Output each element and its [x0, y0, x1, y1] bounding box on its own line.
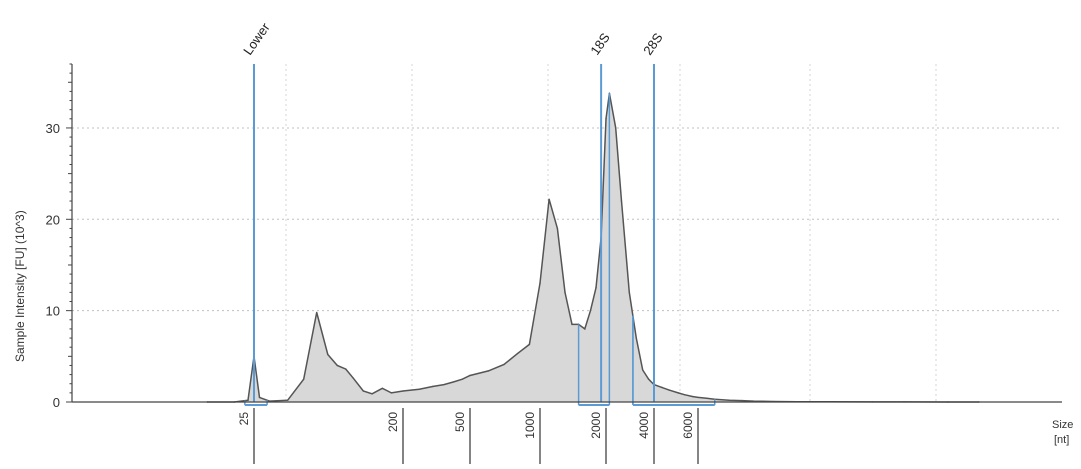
- marker-label: Lower: [240, 20, 273, 58]
- data-point: [247, 399, 249, 401]
- data-point: [668, 389, 670, 391]
- ladder-label: 500: [453, 412, 467, 432]
- data-point: [418, 388, 421, 390]
- data-point: [589, 309, 592, 312]
- x-axis-label: Size: [1052, 419, 1073, 431]
- data-point: [452, 381, 455, 383]
- marker-label: 28S: [640, 30, 666, 58]
- data-point: [677, 392, 679, 394]
- peak-region: [577, 93, 611, 406]
- data-point: [697, 396, 699, 399]
- data-point: [691, 395, 694, 398]
- axes: 0 10 20 30: [46, 63, 1062, 410]
- data-point: [620, 200, 623, 202]
- ladder-label: 2000: [589, 412, 603, 439]
- data-point: [302, 378, 305, 380]
- data-point: [461, 378, 463, 380]
- grid: [72, 64, 1062, 402]
- data-point: [605, 118, 607, 120]
- peak-regions: [244, 93, 716, 406]
- data-point: [345, 368, 347, 370]
- peak-markers: Lower 18S 28S: [240, 20, 666, 402]
- data-point: [548, 198, 550, 200]
- y-tick-label: 10: [46, 304, 60, 319]
- data-point: [336, 364, 339, 367]
- data-point: [595, 287, 597, 289]
- data-point: [327, 353, 329, 356]
- data-point: [705, 397, 708, 400]
- data-point: [516, 352, 519, 355]
- ladder-label: 4000: [637, 412, 651, 439]
- marker-label: 18S: [587, 30, 613, 58]
- data-point: [316, 311, 318, 314]
- data-point: [286, 399, 289, 401]
- x-axis-unit: [nt]: [1054, 434, 1069, 446]
- ladder-scale: 25 200 500 1000 2000 4000 6000: [237, 408, 699, 464]
- data-point: [564, 291, 566, 294]
- data-point: [443, 383, 445, 386]
- data-point: [362, 390, 365, 392]
- data-point: [528, 343, 531, 346]
- data-point: [431, 385, 434, 388]
- data-point: [683, 393, 686, 396]
- y-axis-label: Sample Intensity [FU] (10^3): [13, 210, 27, 362]
- ladder-label: 200: [386, 412, 400, 432]
- data-point: [661, 386, 663, 389]
- area-fill: [206, 92, 980, 403]
- area-fill-shape: [207, 93, 980, 402]
- peak-region: [244, 400, 268, 406]
- y-tick-label: 0: [53, 395, 60, 410]
- ladder-label: 1000: [523, 412, 537, 439]
- data-point: [390, 392, 393, 394]
- data-point: [487, 370, 490, 372]
- y-tick-label: 30: [46, 121, 60, 136]
- data-point: [642, 369, 644, 371]
- data-point: [571, 323, 573, 326]
- data-point: [556, 227, 559, 230]
- ladder-label: 25: [237, 412, 251, 426]
- data-point: [635, 337, 638, 339]
- data-point: [584, 328, 586, 330]
- data-point: [503, 363, 505, 366]
- data-point: [469, 374, 471, 377]
- data-point: [728, 399, 730, 401]
- data-point: [402, 390, 404, 392]
- y-tick-label: 20: [46, 212, 60, 227]
- data-point: [352, 377, 355, 379]
- data-point: [647, 378, 650, 380]
- data-point: [371, 393, 373, 395]
- data-point: [741, 399, 743, 402]
- data-point: [381, 387, 384, 389]
- data-point: [258, 396, 261, 399]
- data-point: [539, 282, 541, 284]
- data-point: [614, 127, 617, 129]
- ladder-label: 6000: [681, 412, 695, 439]
- data-point: [628, 291, 631, 294]
